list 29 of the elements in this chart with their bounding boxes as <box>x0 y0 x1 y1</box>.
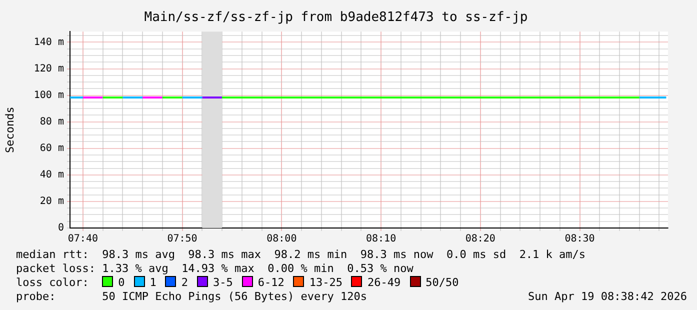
legend-label: 6-12 <box>256 276 284 289</box>
y-tick-label: 0 <box>58 222 64 234</box>
y-axis-title: Seconds <box>3 106 16 153</box>
legend-label: 3-5 <box>212 276 233 289</box>
legend-label: 26-49 <box>366 276 401 289</box>
legend-title: loss color: <box>16 276 90 289</box>
chart-title: Main/ss-zf/ss-zf-jp from b9ade812f473 to ss-zf-jp <box>144 10 528 26</box>
legend-label: 2 <box>180 276 188 289</box>
text: probe: 50 ICMP Echo Pings (56 Bytes) every 120s <box>16 290 367 303</box>
y-tick-label: 40 m <box>40 170 64 181</box>
text: Sun Apr 19 08:38:42 2026 <box>528 290 687 303</box>
y-tick-label: 80 m <box>40 116 64 128</box>
y-tick-label: 140 m <box>34 36 64 48</box>
legend-label: 50/50 <box>424 276 459 289</box>
x-tick-label: 07:50 <box>167 234 198 245</box>
y-tick-label: 20 m <box>40 196 64 208</box>
x-tick-label: 07:40 <box>68 234 98 245</box>
legend-label: 0 <box>117 276 125 289</box>
legend-label: 1 <box>148 276 156 289</box>
y-tick-label: 60 m <box>40 142 64 154</box>
legend-label: 13-25 <box>308 276 342 289</box>
y-tick-label: 120 m <box>34 63 64 74</box>
x-tick-label: 08:30 <box>564 234 595 245</box>
x-tick-label: 08:10 <box>366 234 396 245</box>
text: packet loss: 1.33 % avg 14.93 % max 0.00 % min 0.53 % now <box>16 262 414 275</box>
y-tick-label: 100 m <box>34 90 64 101</box>
text: median rtt: 98.3 ms avg 98.3 ms max 98.2 ms min 98.3 ms now 0.0 ms sd 2.1 k am/s <box>16 248 586 261</box>
x-tick-label: 08:00 <box>266 234 297 245</box>
x-tick-label: 08:20 <box>465 234 496 245</box>
